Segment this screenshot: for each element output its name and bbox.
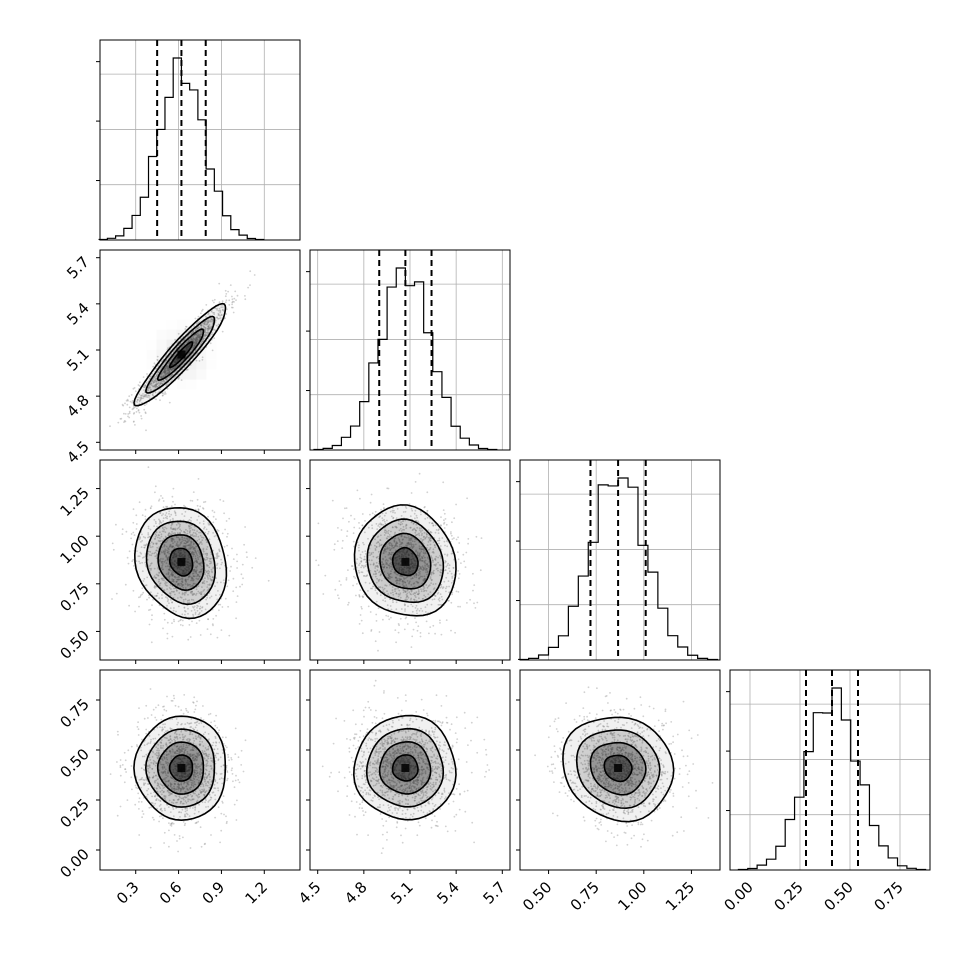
y-tick-label: 0.50 bbox=[56, 745, 92, 781]
panel-frame bbox=[99, 669, 301, 871]
contour-1 bbox=[169, 547, 194, 577]
contour-4 bbox=[562, 716, 675, 823]
panel-frame bbox=[99, 39, 301, 241]
y-tick-label: 0.75 bbox=[56, 579, 92, 615]
contour-3 bbox=[144, 728, 216, 808]
contour-4 bbox=[352, 714, 457, 821]
scatter-points bbox=[321, 670, 490, 854]
contour-2 bbox=[379, 532, 432, 590]
x-tick-label: 0.3 bbox=[113, 878, 143, 908]
y-tick-label: 5.1 bbox=[63, 345, 93, 375]
contour-1 bbox=[603, 754, 633, 783]
contour-2 bbox=[156, 741, 205, 795]
contour-4 bbox=[133, 506, 228, 620]
y-tick-label: 0.00 bbox=[56, 845, 92, 881]
density-peak bbox=[177, 764, 186, 772]
x-tick-label: 0.50 bbox=[519, 878, 555, 914]
x-tick-label: 0.75 bbox=[567, 878, 603, 914]
y-tick-label: 5.4 bbox=[63, 299, 93, 329]
panel-frame bbox=[519, 459, 721, 661]
contour-4 bbox=[353, 504, 457, 617]
panel-content bbox=[107, 270, 256, 450]
panel-content bbox=[111, 466, 270, 644]
contour-1 bbox=[391, 754, 419, 782]
diag-panel-1 bbox=[96, 39, 301, 241]
contour-3 bbox=[145, 520, 217, 606]
panel-content bbox=[321, 670, 490, 854]
panel-frame bbox=[309, 249, 511, 451]
contour-2 bbox=[156, 328, 205, 382]
panel-r4-c3 bbox=[516, 669, 721, 874]
x-tick-label: 4.5 bbox=[295, 878, 325, 908]
density-peak bbox=[401, 764, 410, 772]
x-tick-label: 1.00 bbox=[614, 878, 650, 914]
contour-1 bbox=[168, 754, 194, 782]
density-peak bbox=[614, 764, 623, 772]
density-peak bbox=[177, 350, 186, 359]
x-tick-label: 0.25 bbox=[770, 878, 806, 914]
y-tick-label: 0.75 bbox=[56, 695, 92, 731]
contour-3 bbox=[575, 729, 661, 810]
contour-3 bbox=[365, 727, 445, 808]
x-tick-label: 0.00 bbox=[720, 878, 756, 914]
panel-r3-c1 bbox=[96, 459, 301, 664]
y-tick-label: 5.7 bbox=[63, 253, 93, 283]
x-tick-label: 5.7 bbox=[480, 878, 510, 908]
contour-2 bbox=[378, 740, 432, 795]
x-tick-label: 5.1 bbox=[387, 878, 417, 908]
panel-frame bbox=[729, 669, 931, 871]
density-peak bbox=[177, 557, 186, 566]
scatter-points bbox=[315, 472, 483, 652]
diag-panel-4 bbox=[726, 669, 931, 871]
x-tick-label: 5.4 bbox=[433, 878, 463, 908]
y-tick-label: 4.5 bbox=[63, 437, 93, 467]
y-tick-label: 1.25 bbox=[56, 484, 92, 520]
contour-1 bbox=[391, 546, 419, 577]
contour-2 bbox=[589, 741, 647, 796]
contour-2 bbox=[157, 534, 205, 592]
panel-frame bbox=[99, 459, 301, 661]
x-tick-label: 1.25 bbox=[662, 878, 698, 914]
x-tick-label: 4.8 bbox=[341, 878, 371, 908]
y-tick-label: 0.25 bbox=[56, 795, 92, 831]
y-tick-label: 1.00 bbox=[56, 531, 92, 567]
panel-content bbox=[315, 472, 483, 652]
panel-r2-c1 bbox=[96, 249, 301, 454]
panel-r4-c2 bbox=[306, 669, 511, 874]
y-tick-label: 0.50 bbox=[56, 627, 92, 663]
x-tick-label: 0.75 bbox=[870, 878, 906, 914]
x-tick-label: 0.9 bbox=[199, 878, 229, 908]
panel-r4-c1 bbox=[96, 669, 301, 874]
contour-4 bbox=[133, 715, 227, 822]
contour-4 bbox=[133, 302, 227, 407]
panel-content bbox=[534, 686, 714, 848]
panel-r3-c2 bbox=[306, 459, 511, 664]
histogram-2 bbox=[313, 267, 498, 451]
y-tick-label: 4.8 bbox=[63, 391, 93, 421]
x-tick-label: 0.50 bbox=[820, 878, 856, 914]
diag-panel-3 bbox=[516, 459, 721, 661]
contour-1 bbox=[168, 341, 194, 369]
panel-content bbox=[109, 688, 247, 853]
density-peak bbox=[401, 557, 410, 566]
x-tick-label: 1.2 bbox=[242, 878, 272, 908]
contour-3 bbox=[366, 518, 445, 604]
x-tick-label: 0.6 bbox=[156, 878, 186, 908]
panel-frame bbox=[519, 669, 721, 871]
contour-3 bbox=[145, 315, 216, 394]
diag-panel-2 bbox=[306, 249, 511, 451]
